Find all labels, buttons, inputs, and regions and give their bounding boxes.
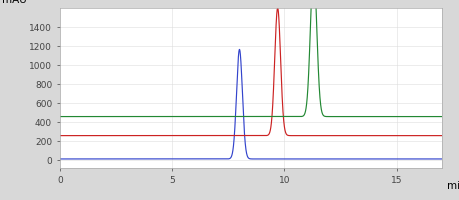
Y-axis label: mAU: mAU (1, 0, 26, 5)
X-axis label: min: min (446, 181, 459, 191)
